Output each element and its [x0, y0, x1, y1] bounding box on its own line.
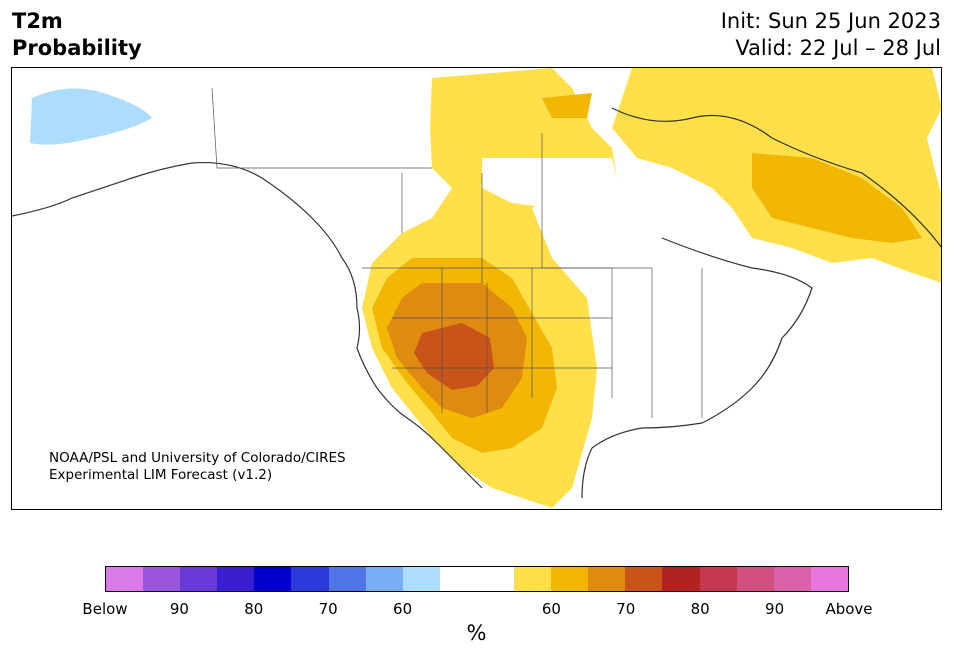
- forecast-credit: NOAA/PSL and University of Colorado/CIRE…: [49, 450, 346, 484]
- colorbar-tick-label: 70: [318, 600, 338, 618]
- colorbar-swatch: [773, 567, 811, 591]
- colorbar-swatch: [736, 567, 774, 591]
- colorbar-tick-label: 80: [244, 600, 264, 618]
- colorbar-swatch: [439, 567, 477, 591]
- valid-range: Valid: 22 Jul – 28 Jul: [735, 36, 941, 60]
- probability-colorbar: [105, 566, 849, 592]
- colorbar-swatch: [402, 567, 440, 591]
- prob-70-canada-east: [752, 153, 922, 243]
- colorbar-tick-label: 70: [616, 600, 636, 618]
- colorbar-unit: %: [466, 621, 487, 645]
- colorbar-swatch: [476, 567, 515, 591]
- probability-map: [11, 67, 942, 510]
- forecast-dates: Init: Sun 25 Jun 2023 Valid: 22 Jul – 28…: [721, 8, 941, 62]
- colorbar-swatch: [254, 567, 292, 591]
- colorbar-tick-label: Below: [82, 600, 128, 618]
- init-date: Init: Sun 25 Jun 2023: [720, 9, 941, 33]
- colorbar-tick-label: 90: [765, 600, 785, 618]
- prob-90-core: [414, 323, 494, 390]
- colorbar-tick-label: 80: [690, 600, 710, 618]
- colorbar-swatch: [662, 567, 700, 591]
- no-signal-canada: [482, 158, 622, 208]
- colorbar-swatch: [699, 567, 737, 591]
- title-line-1: T2m: [12, 9, 63, 33]
- colorbar-swatch: [180, 567, 218, 591]
- colorbar-swatch: [291, 567, 329, 591]
- colorbar-swatch: [514, 567, 552, 591]
- state-borders: [211, 87, 703, 418]
- title-line-2: Probability: [12, 36, 142, 60]
- colorbar-ticks: Below 90 80 70 60 60 70 80 90 Above: [82, 600, 872, 620]
- colorbar-swatch: [810, 567, 848, 591]
- colorbar-swatch: [551, 567, 589, 591]
- credit-line-2: Experimental LIM Forecast (v1.2): [49, 467, 273, 483]
- colorbar-tick-label: 60: [393, 600, 413, 618]
- colorbar-swatch: [328, 567, 366, 591]
- colorbar-swatch: [217, 567, 255, 591]
- colorbar-swatch: [625, 567, 663, 591]
- coastline-lines: [12, 107, 941, 499]
- map-title: T2m Probability: [12, 8, 142, 62]
- map-svg: [12, 68, 941, 508]
- colorbar-swatch: [588, 567, 626, 591]
- colorbar-tick-label: 60: [541, 600, 561, 618]
- colorbar-swatch: [106, 567, 144, 591]
- prob-70-north: [542, 93, 592, 118]
- credit-line-1: NOAA/PSL and University of Colorado/CIRE…: [49, 450, 346, 466]
- below-normal-region: [30, 88, 152, 145]
- colorbar-tick-label: Above: [825, 600, 873, 618]
- colorbar-tick-label: 90: [169, 600, 189, 618]
- colorbar-swatch: [143, 567, 181, 591]
- colorbar-swatch: [365, 567, 403, 591]
